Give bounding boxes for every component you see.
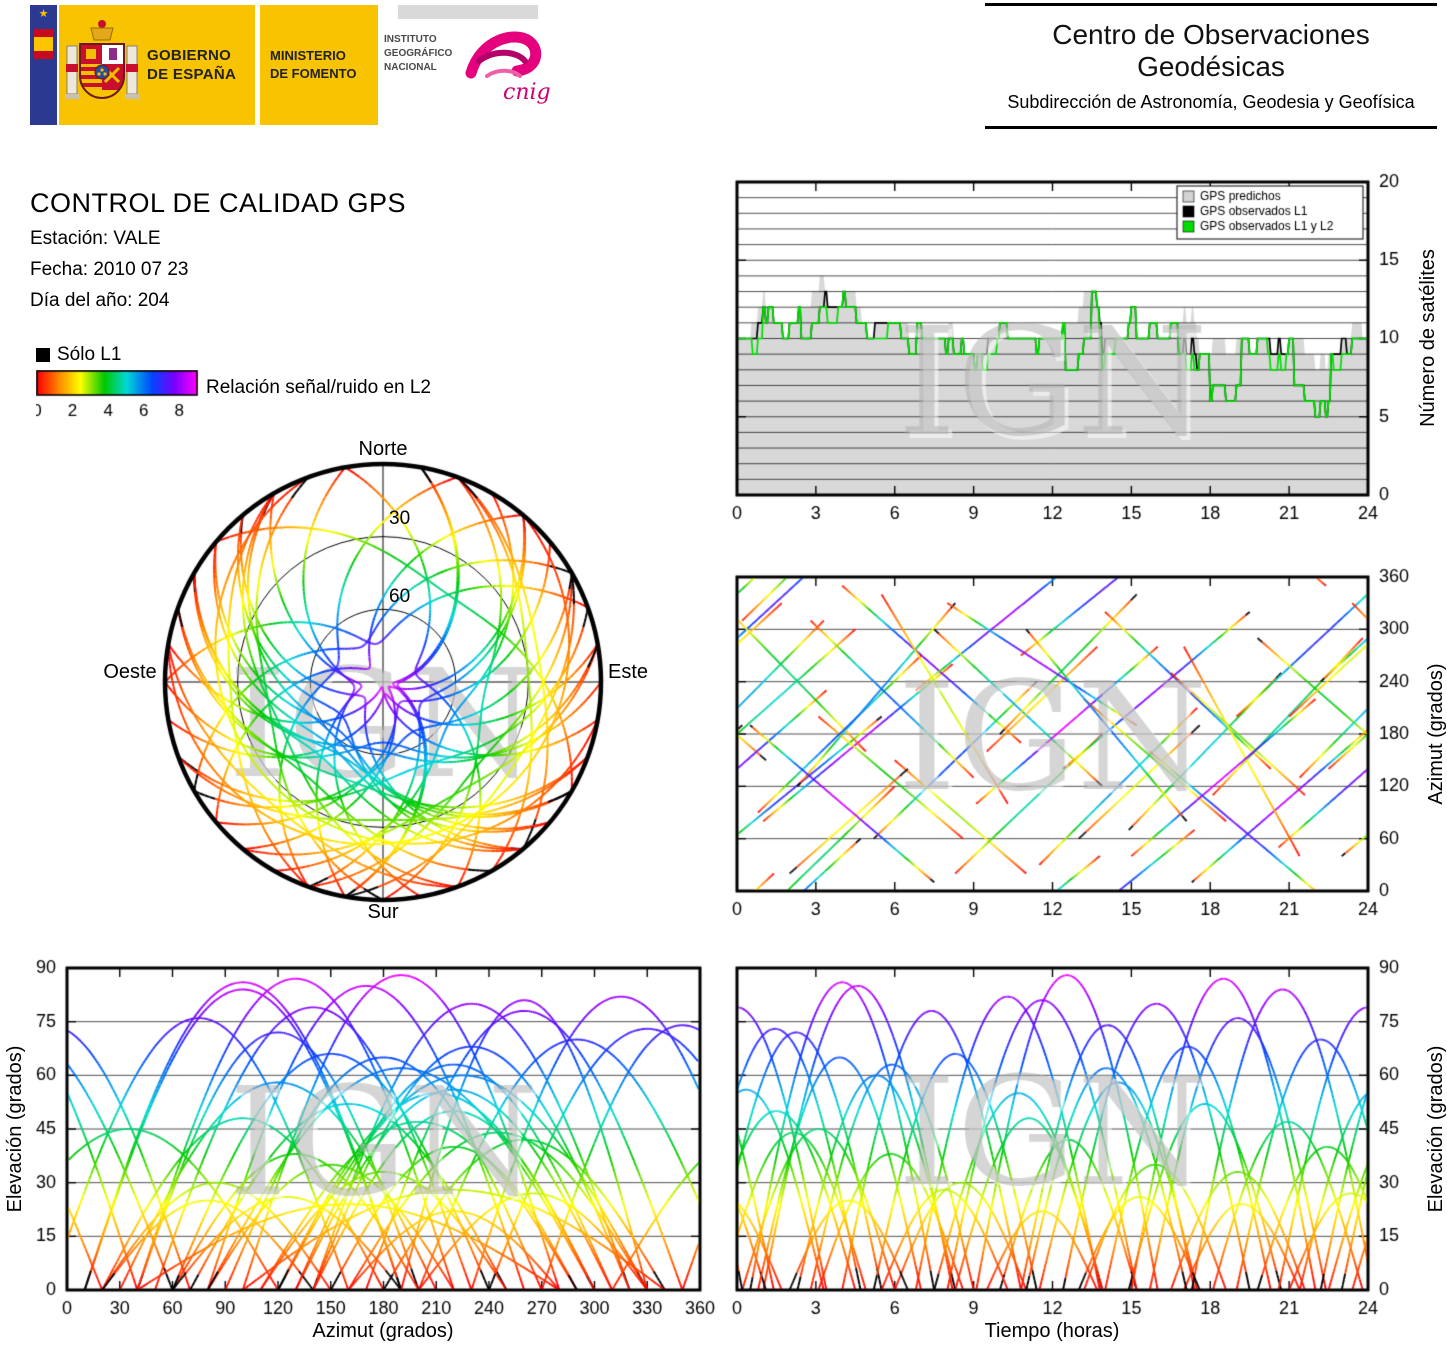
elevation-time-xlabel: Tiempo (horas): [984, 1320, 1120, 1342]
azimuth-time-ylabel: Azimut (grados): [1425, 663, 1447, 805]
elevation-azimuth-xlabel: Azimut (grados): [312, 1320, 454, 1342]
report-title: CONTROL DE CALIDAD GPS: [30, 188, 407, 218]
instituto-line2: GEOGRÁFICO: [384, 48, 453, 59]
satellite-count-ylabel: Número de satélites: [1417, 249, 1439, 427]
instituto-label: INSTITUTO GEOGRÁFICO NACIONAL: [384, 33, 452, 75]
azimuth-time-chart: [705, 565, 1435, 940]
gobierno-line1: GOBIERNO: [147, 46, 232, 64]
instituto-line1: INSTITUTO: [384, 34, 437, 45]
spain-flag-strip-icon: ★: [30, 5, 57, 125]
date-line: Fecha: 2010 07 23: [30, 259, 189, 280]
snr-colorbar: [36, 370, 236, 426]
black-square-icon: [36, 348, 50, 362]
skyplot-south-label: Sur: [367, 901, 399, 923]
gray-strip: [398, 5, 538, 19]
station-line: Estación: VALE: [30, 228, 161, 249]
ministerio-block: MINISTERIO DE FOMENTO: [260, 5, 378, 125]
elevation-time-ylabel: Elevación (grados): [1425, 1045, 1447, 1213]
solo-l1-legend: Sólo L1: [36, 344, 121, 366]
satellite-count-chart: [705, 170, 1435, 545]
snr-colorbar-label: Relación señal/ruido en L2: [206, 377, 431, 398]
skyplot-west-label: Oeste: [103, 661, 157, 683]
gobierno-label: GOBIERNO DE ESPAÑA: [147, 46, 236, 85]
observations-header: Centro de Observaciones Geodésicas Subdi…: [985, 3, 1437, 129]
spain-coat-of-arms-icon: [65, 20, 139, 99]
cnig-logo-icon: cnig: [465, 31, 551, 105]
center-title: Centro de Observaciones Geodésicas: [1052, 19, 1370, 82]
gobierno-block: GOBIERNO DE ESPAÑA: [59, 5, 255, 125]
ministerio-line2: DE FOMENTO: [270, 66, 357, 81]
skyplot-ring-60-label: 60: [389, 586, 411, 607]
elevation-time-chart: [705, 956, 1435, 1324]
elevation-azimuth-chart: [20, 956, 720, 1324]
solo-l1-label: Sólo L1: [57, 344, 122, 365]
gov-banner: ★: [30, 5, 551, 125]
skyplot-north-label: Norte: [358, 438, 408, 460]
ministerio-line1: MINISTERIO: [270, 48, 346, 64]
skyplot-east-label: Este: [607, 661, 649, 683]
star-icon: ★: [38, 8, 49, 20]
skyplot-canvas: [140, 422, 620, 942]
gobierno-line2: DE ESPAÑA: [147, 66, 237, 83]
skyplot-ring-30-label: 30: [389, 508, 411, 529]
cnig-label: cnig: [503, 80, 551, 105]
center-subtitle: Subdirección de Astronomía, Geodesia y G…: [1007, 92, 1415, 112]
instituto-block: INSTITUTO GEOGRÁFICO NACIONAL cnig: [378, 5, 551, 125]
day-of-year-line: Día del año: 204: [30, 290, 170, 311]
elevation-azimuth-ylabel: Elevación (grados): [4, 1045, 26, 1213]
instituto-line3: NACIONAL: [384, 62, 437, 73]
spain-flag-icon: [34, 29, 53, 59]
